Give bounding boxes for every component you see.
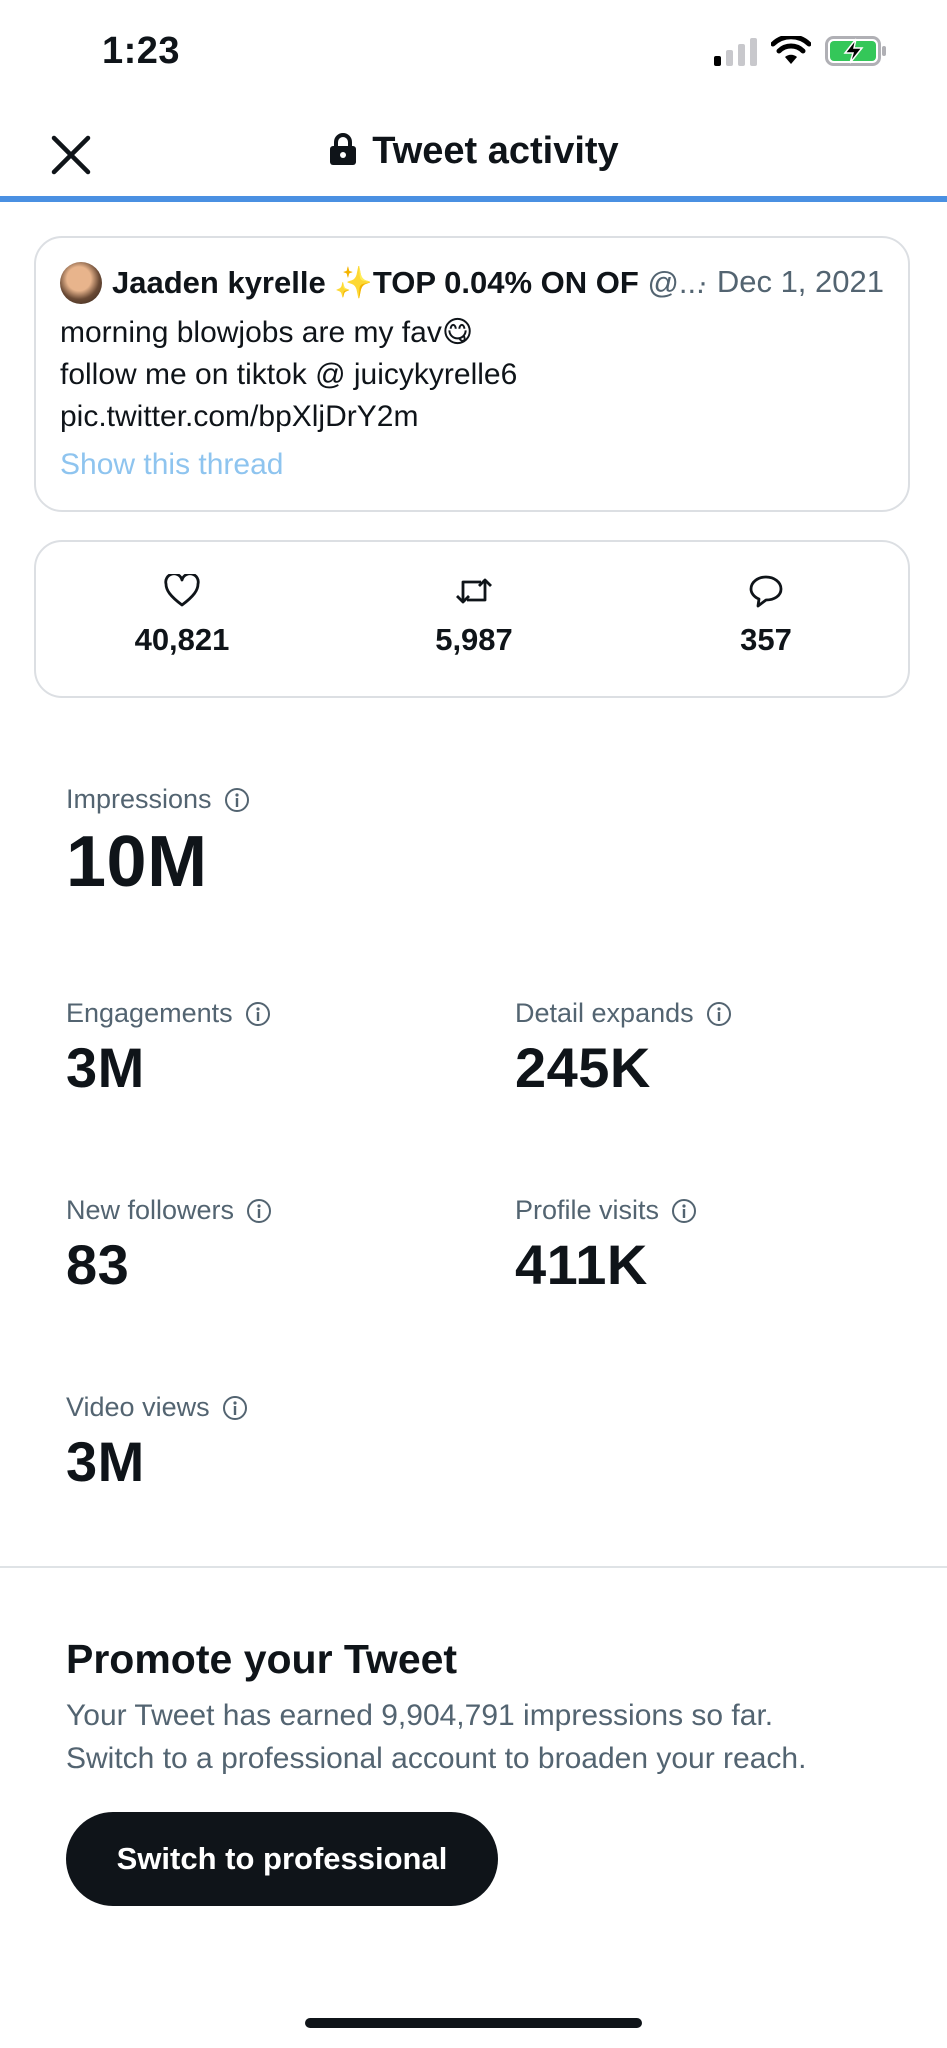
metric-value: 10M <box>66 822 208 902</box>
section-divider <box>0 1566 947 1568</box>
tweet-author-name: Jaaden kyrelle ✨TOP 0.04% ON OF <box>112 265 639 300</box>
metric-value: 3M <box>66 1036 145 1099</box>
tweet-date: · Dec 1, 2021 <box>697 264 884 299</box>
promote-line: Switch to a professional account to broa… <box>66 1742 807 1775</box>
metric-value: 411K <box>515 1233 648 1296</box>
tweet-header: Jaaden kyrelle ✨TOP 0.04% ON OF @... · D… <box>112 264 884 301</box>
tweet-text: morning blowjobs are my fav😋 follow me o… <box>60 312 517 438</box>
detail-expands-metric: Detail expands 245K <box>515 998 732 1100</box>
retweets-stat: 5,987 <box>374 574 574 658</box>
likes-count: 40,821 <box>134 622 230 657</box>
profile-visits-metric: Profile visits 411K <box>515 1195 697 1297</box>
info-icon[interactable] <box>245 1001 271 1027</box>
promote-title: Promote your Tweet <box>66 1636 458 1682</box>
tweet-media-link[interactable]: pic.twitter.com/bpXljDrY2m <box>60 400 419 433</box>
metric-label: New followers <box>66 1195 235 1225</box>
tweet-text-line: follow me on tiktok @ juicykyrelle6 <box>60 358 518 391</box>
metric-label: Detail expands <box>515 998 694 1028</box>
metric-label: Video views <box>66 1392 210 1422</box>
status-icons <box>714 36 887 66</box>
likes-stat: 40,821 <box>82 574 282 658</box>
metric-label: Impressions <box>66 784 212 814</box>
video-views-metric: Video views 3M <box>66 1392 248 1494</box>
page-title: Tweet activity <box>0 130 947 173</box>
info-icon[interactable] <box>706 1001 732 1027</box>
reply-icon <box>749 575 783 608</box>
cellular-signal-icon <box>714 36 757 66</box>
show-thread-link[interactable]: Show this thread <box>60 448 284 481</box>
status-time: 1:23 <box>102 30 181 72</box>
impressions-metric: Impressions 10M <box>66 784 250 903</box>
header-title-text: Tweet activity <box>372 130 619 172</box>
wifi-icon <box>771 36 811 64</box>
header-accent-rule <box>0 196 947 202</box>
metric-value: 245K <box>515 1036 651 1099</box>
engagement-stats-card: 40,821 5,987 357 <box>34 540 910 698</box>
battery-charging-icon <box>825 36 886 66</box>
avatar[interactable] <box>60 262 102 304</box>
heart-icon <box>164 574 200 607</box>
tweet-text-line: morning blowjobs are my fav😋 <box>60 316 474 349</box>
info-icon[interactable] <box>246 1198 272 1224</box>
tweet-card[interactable]: Jaaden kyrelle ✨TOP 0.04% ON OF @... · D… <box>34 236 910 512</box>
new-followers-metric: New followers 83 <box>66 1195 272 1297</box>
info-icon[interactable] <box>224 787 250 813</box>
metric-value: 83 <box>66 1233 130 1296</box>
status-bar: 1:23 <box>0 0 947 100</box>
switch-to-professional-button[interactable]: Switch to professional <box>66 1812 498 1906</box>
replies-count: 357 <box>740 622 792 657</box>
promote-description: Your Tweet has earned 9,904,791 impressi… <box>66 1694 906 1780</box>
engagements-metric: Engagements 3M <box>66 998 271 1100</box>
home-indicator[interactable] <box>305 2018 642 2028</box>
lock-icon <box>330 133 357 165</box>
replies-stat: 357 <box>666 574 866 658</box>
close-icon[interactable] <box>46 130 96 180</box>
header: Tweet activity <box>0 100 947 200</box>
retweets-count: 5,987 <box>435 622 513 657</box>
metric-label: Profile visits <box>515 1195 660 1225</box>
info-icon[interactable] <box>222 1395 248 1421</box>
metric-value: 3M <box>66 1430 145 1493</box>
promote-line: Your Tweet has earned 9,904,791 impressi… <box>66 1699 774 1732</box>
retweet-icon <box>456 578 492 604</box>
info-icon[interactable] <box>671 1198 697 1224</box>
tweet-author-handle: @... <box>647 265 705 300</box>
metric-label: Engagements <box>66 998 233 1028</box>
